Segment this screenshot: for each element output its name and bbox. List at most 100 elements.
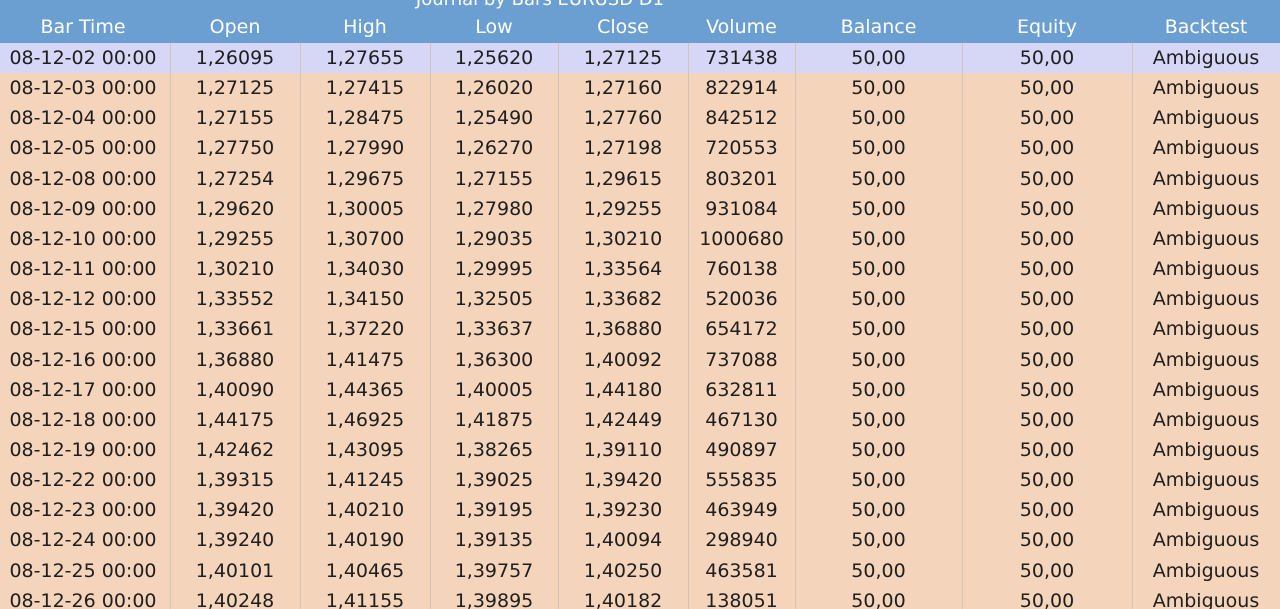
table-row[interactable]: 08-12-04 00:00 1,27155 1,28475 1,25490 1,277… [0, 103, 1280, 133]
table-row[interactable]: 08-12-24 00:00 1,39240 1,40190 1,39135 1,400… [0, 525, 1280, 555]
table-cell: 1,36880 [583, 318, 663, 341]
table-cell: 50,00 [1019, 499, 1075, 522]
table-cell: 50,00 [851, 348, 906, 371]
table-cell: 1,39420 [195, 499, 275, 522]
table-cell: 1,27415 [325, 77, 405, 100]
table-cell: 1,34150 [325, 288, 405, 311]
table-cell: 08-12-26 00:00 [9, 589, 157, 609]
table-cell: 467130 [705, 408, 778, 431]
table-row[interactable]: 08-12-12 00:00 1,33552 1,34150 1,32505 1,336… [0, 284, 1280, 314]
table-cell: Ambiguous [1152, 378, 1260, 401]
table-row[interactable]: 08-12-23 00:00 1,39420 1,40210 1,39195 1,392… [0, 495, 1280, 525]
column-header[interactable]: High [343, 16, 387, 38]
table-cell: 1,40090 [195, 378, 275, 401]
table-row[interactable]: 08-12-05 00:00 1,27750 1,27990 1,26270 1,271… [0, 133, 1280, 163]
table-cell: Ambiguous [1152, 258, 1260, 281]
table-cell: 1,39195 [454, 499, 534, 522]
table-cell: 50,00 [1019, 408, 1075, 431]
table-cell: 1,27750 [195, 137, 275, 160]
table-cell: 50,00 [1019, 559, 1075, 582]
table-cell: 1,27980 [454, 197, 534, 220]
window-title: Journal by Bars EURUSD D1 [340, 0, 740, 10]
table-cell: 1,36880 [195, 348, 275, 371]
column-header[interactable]: Low [475, 16, 513, 38]
table-cell: 1,27155 [454, 167, 534, 190]
table-row[interactable]: 08-12-03 00:00 1,27125 1,27415 1,26020 1,271… [0, 73, 1280, 103]
column-header[interactable]: Balance [840, 16, 917, 38]
table-cell: 490897 [705, 438, 778, 461]
table-cell: 555835 [705, 469, 778, 492]
table-cell: 1,39110 [583, 438, 663, 461]
table-cell: 520036 [705, 288, 778, 311]
column-header[interactable]: Close [597, 16, 649, 38]
table-row[interactable]: 08-12-18 00:00 1,44175 1,46925 1,41875 1,424… [0, 405, 1280, 435]
table-cell: 822914 [705, 77, 778, 100]
column-header[interactable]: Open [209, 16, 261, 38]
table-cell: 1,40005 [454, 378, 534, 401]
table-cell: 1,25620 [454, 47, 534, 69]
table-cell: 1,27990 [325, 137, 405, 160]
table-cell: 1,44180 [583, 378, 663, 401]
table-row[interactable]: 08-12-09 00:00 1,29620 1,30005 1,27980 1,292… [0, 194, 1280, 224]
table-cell: Ambiguous [1152, 589, 1260, 609]
table-row[interactable]: 08-12-16 00:00 1,36880 1,41475 1,36300 1,400… [0, 345, 1280, 375]
table-cell: 1,46925 [325, 408, 405, 431]
table-cell: 08-12-25 00:00 [9, 559, 157, 582]
table-cell: 08-12-04 00:00 [9, 107, 157, 130]
table-cell: 50,00 [1019, 227, 1075, 250]
table-cell: 08-12-11 00:00 [9, 258, 157, 281]
table-cell: 1,26020 [454, 77, 534, 100]
table-cell: 1,39757 [454, 559, 534, 582]
table-cell: 632811 [705, 378, 778, 401]
table-cell: 50,00 [851, 107, 906, 130]
table-cell: 08-12-09 00:00 [9, 197, 157, 220]
table-cell: 50,00 [851, 559, 906, 582]
table-row[interactable]: 08-12-02 00:00 1,26095 1,27655 1,25620 1,271… [0, 43, 1280, 73]
table-cell: 08-12-15 00:00 [9, 318, 157, 341]
table-row[interactable]: 08-12-10 00:00 1,29255 1,30700 1,29035 1,302… [0, 224, 1280, 254]
table-cell: 08-12-19 00:00 [9, 438, 157, 461]
table-cell: 50,00 [851, 197, 906, 220]
table-cell: 08-12-03 00:00 [9, 77, 157, 100]
table-cell: 1,42449 [583, 408, 663, 431]
column-header[interactable]: Volume [706, 16, 777, 38]
column-separator [795, 43, 796, 609]
table-row[interactable]: 08-12-15 00:00 1,33661 1,37220 1,33637 1,368… [0, 314, 1280, 344]
table-row[interactable]: 08-12-08 00:00 1,27254 1,29675 1,27155 1,296… [0, 164, 1280, 194]
table-cell: 1,30210 [195, 258, 275, 281]
table-row[interactable]: 08-12-11 00:00 1,30210 1,34030 1,29995 1,335… [0, 254, 1280, 284]
table-cell: 50,00 [851, 408, 906, 431]
table-cell: 08-12-10 00:00 [9, 227, 157, 250]
column-header[interactable]: Backtest [1164, 16, 1248, 38]
table-cell: 1,27125 [583, 47, 663, 69]
table-cell: 1,39420 [583, 469, 663, 492]
table-row[interactable]: 08-12-26 00:00 1,40248 1,41155 1,39895 1,401… [0, 586, 1280, 609]
table-cell: 737088 [705, 348, 778, 371]
column-header[interactable]: Bar Time [40, 16, 126, 38]
table-row[interactable]: 08-12-22 00:00 1,39315 1,41245 1,39025 1,394… [0, 465, 1280, 495]
table-cell: 50,00 [1019, 47, 1075, 69]
table-cell: 1,41475 [325, 348, 405, 371]
table-cell: 1,28475 [325, 107, 405, 130]
table-cell: 50,00 [851, 469, 906, 492]
table-cell: 50,00 [851, 529, 906, 552]
table-row[interactable]: 08-12-25 00:00 1,40101 1,40465 1,39757 1,402… [0, 556, 1280, 586]
table-cell: 1,40248 [195, 589, 275, 609]
table-cell: 654172 [705, 318, 778, 341]
table-cell: 1,44365 [325, 378, 405, 401]
table-row[interactable]: 08-12-17 00:00 1,40090 1,44365 1,40005 1,441… [0, 375, 1280, 405]
table-row[interactable]: 08-12-19 00:00 1,42462 1,43095 1,38265 1,391… [0, 435, 1280, 465]
table-cell: 1,40210 [325, 499, 405, 522]
table-cell: 720553 [705, 137, 778, 160]
table-cell: Ambiguous [1152, 318, 1260, 341]
table-cell: 50,00 [1019, 529, 1075, 552]
table-cell: 1,26270 [454, 137, 534, 160]
table-cell: 298940 [705, 529, 778, 552]
table-cell: 1,40092 [583, 348, 663, 371]
column-header[interactable]: Equity [1016, 16, 1078, 38]
table-cell: 50,00 [1019, 318, 1075, 341]
table-cell: Ambiguous [1152, 529, 1260, 552]
table-cell: 760138 [705, 258, 778, 281]
table-cell: 1,29620 [195, 197, 275, 220]
